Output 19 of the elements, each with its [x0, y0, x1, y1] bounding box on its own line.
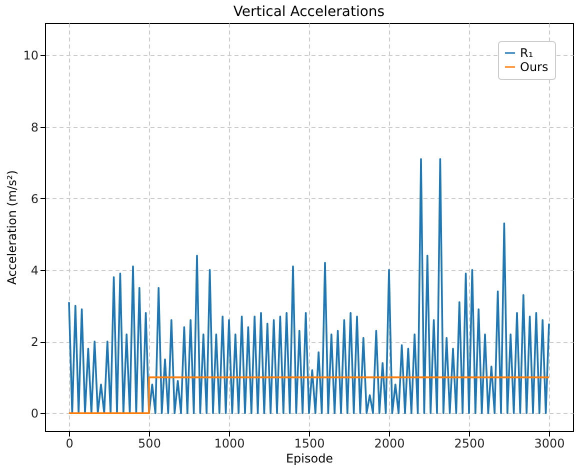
legend-label: R₁	[520, 46, 534, 60]
x-tick-label: 2000	[374, 436, 405, 450]
x-tick-label: 0	[66, 436, 74, 450]
y-tick-label: 4	[30, 263, 38, 278]
x-tick-label: 2500	[454, 436, 485, 450]
y-tick-label: 8	[30, 120, 38, 134]
y-tick-label: 2	[30, 335, 38, 350]
y-tick-label: 10	[23, 48, 38, 63]
y-tick-label: 0	[30, 406, 38, 421]
x-tick-label: 1000	[214, 436, 245, 450]
x-axis-title: Episode	[286, 452, 334, 466]
chart-title: Vertical Accelerations	[233, 4, 385, 20]
x-tick-label: 500	[138, 436, 161, 450]
y-axis-title: Acceleration (m/s²)	[5, 170, 20, 285]
legend-label: Ours	[520, 60, 548, 74]
line-series	[68, 158, 550, 414]
x-tick-label: 3000	[534, 436, 565, 450]
y-tick-label: 6	[30, 192, 38, 206]
x-tick-label: 1500	[294, 436, 325, 450]
